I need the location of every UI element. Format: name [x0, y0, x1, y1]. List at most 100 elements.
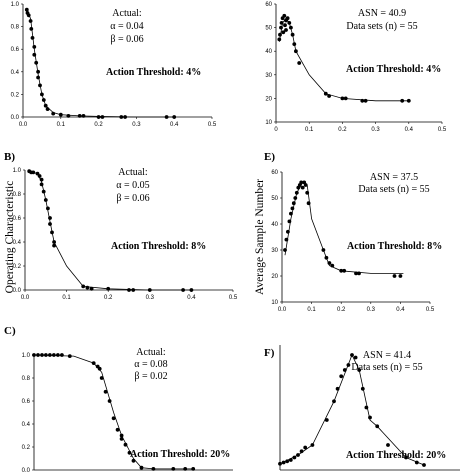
panel-d-x-tick-label: 0.2 [338, 127, 347, 133]
panel-d-annotation-2: Data sets (n) = 55 [346, 21, 417, 32]
panel-f: F) ASN = 41.4 Data sets (n) = 55 Action … [264, 345, 460, 471]
panel-d-y-tick-label: 60 [265, 2, 272, 8]
panel-a-annotation-2: α = 0.04 [110, 21, 143, 32]
y-axis-label-left: Operating Characteristic [4, 181, 16, 294]
panel-c-annotation-2: α = 0.08 [134, 359, 167, 370]
panel-a-annotation-1: Actual: [112, 8, 141, 19]
panel-e-x-tick-label: 0.2 [337, 307, 346, 313]
panel-d-y-tick-label: 30 [265, 73, 272, 79]
panel-c-data-point [67, 354, 72, 358]
panel-b-data-point [37, 174, 42, 178]
panel-c-y-tick-label: 0.4 [22, 422, 31, 428]
panel-f-data-point [335, 386, 340, 391]
panel-b-data-point [39, 177, 44, 182]
panel-d-threshold-label: Action Threshold: 4% [346, 64, 441, 75]
panel-d-x-tick-label: 0 [274, 127, 278, 133]
panel-e-data-point [324, 255, 329, 260]
panel-d-data-point [289, 25, 293, 30]
panel-d-y-tick-label: 40 [265, 49, 272, 55]
panel-a-data-point [51, 111, 56, 116]
panel-b-threshold-label: Action Threshold: 8% [111, 241, 206, 252]
panel-d-data-point [283, 23, 287, 28]
panel-e-data-point [289, 211, 293, 216]
panel-f-data-point [278, 461, 282, 466]
panel-a-y-tick-label: 1.0 [11, 2, 20, 8]
panel-c-data-point [99, 376, 104, 380]
panel-b-data-point [52, 240, 56, 244]
panel-f-data-point [422, 463, 426, 467]
panel-d-annotation-1: ASN = 40.9 [358, 8, 406, 19]
panel-c-annotation-1: Actual: [136, 347, 165, 358]
panel-b-plot: 0.0 0.2 0.4 0.6 0.8 1.0 0.0 0.1 0.2 0.3 0.4 0.5 [13, 168, 238, 301]
panel-e-fit-line [284, 181, 404, 274]
panel-c-data-point [119, 433, 124, 438]
panel-e-data-point [398, 274, 403, 278]
panel-a-y-tick-label: 0.2 [11, 92, 20, 98]
panel-a-plot: 0.0 0.2 0.4 0.6 0.8 1.0 0.0 0.1 0.2 0.3 0.4 0.5 [11, 2, 217, 128]
panel-e-annotation-2: Data sets (n) = 55 [358, 184, 429, 195]
panel-a-data-point [24, 7, 29, 12]
panel-a-data-point [36, 69, 40, 74]
panel-f-data-point [414, 460, 419, 465]
panel-f-data-point [288, 458, 293, 462]
panel-b-data-point [189, 288, 194, 292]
panel-c: C) 0.0 0.2 0.4 0.6 0.8 1.0 Actual: α = 0.08 β… [4, 325, 233, 474]
panel-a-x-tick-label: 0.0 [19, 122, 28, 128]
panel-d-data-point [284, 28, 288, 32]
panel-f-data-point [404, 455, 408, 460]
panel-f-data-point [346, 363, 351, 367]
panel-c-y-tick-label: 0.0 [22, 468, 31, 474]
panel-f-data-point [324, 418, 329, 422]
panel-f-data-point [368, 415, 372, 420]
panel-d-x-tick-label: 0.5 [438, 127, 447, 133]
panel-f-data-point [299, 449, 304, 454]
panel-e-data-point [303, 183, 308, 187]
panel-a-x-tick-label: 0.4 [170, 122, 179, 128]
panel-e-x-tick-label: 0.1 [307, 307, 316, 313]
panel-d-data-point [279, 25, 283, 30]
panel-e-data-point [330, 263, 335, 268]
panel-e-data-point [305, 190, 310, 195]
panel-a-data-point [30, 36, 35, 40]
panel-d-data-point [360, 98, 365, 103]
panel-b-y-tick-label: 1.0 [13, 168, 22, 174]
panel-a-data-point [26, 13, 31, 18]
panel-b-y-tick-label: 0.4 [13, 240, 22, 246]
panel-d-data-point [282, 13, 287, 18]
panel-c-data-point [103, 389, 108, 394]
panel-e-data-point [294, 190, 299, 195]
panel-c-threshold-label: Action Threshold: 20% [130, 449, 230, 460]
panel-d-data-point [400, 98, 405, 103]
panel-d-data-point [297, 61, 302, 65]
panel-c-data-point [123, 442, 128, 447]
panel-d-x-tick-label: 0.1 [305, 127, 314, 133]
panel-e-data-point [327, 261, 332, 265]
panel-f-data-point [281, 460, 286, 465]
panel-c-y-tick-label: 1.0 [22, 353, 31, 359]
panel-d-data-point [406, 98, 411, 103]
panel-f-data-point [353, 355, 358, 360]
panel-d-y-tick-label: 50 [265, 26, 272, 32]
panel-c-data-point [107, 399, 112, 403]
panel-e-y-tick-label: 10 [271, 300, 278, 306]
panel-e-plot: 10 20 30 40 50 60 0.0 0.1 0.2 0.3 0.4 0.5 [271, 170, 435, 313]
panel-a-data-point [58, 112, 63, 117]
y-axis-label-right: Average Sample Number [254, 179, 266, 295]
panel-b-annotation-2: α = 0.05 [116, 180, 149, 191]
panel-c-fit-line [33, 354, 194, 470]
panel-b-data-point [48, 222, 52, 226]
panel-b-data-point [48, 216, 52, 220]
panel-f-annotation-1: ASN = 41.4 [363, 350, 411, 361]
panel-c-data-point [97, 366, 102, 371]
panel-e-threshold-label: Action Threshold: 8% [347, 241, 442, 252]
panel-d-data-point [290, 32, 295, 37]
panel-a-data-point [100, 115, 105, 119]
panel-b-data-point [52, 243, 56, 248]
panel-e-y-tick-label: 40 [271, 222, 278, 228]
panel-a-y-tick-label: 0.6 [11, 47, 20, 53]
panel-a-threshold-label: Action Threshold: 4% [106, 67, 201, 78]
panel-d-x-tick-label: 0.3 [371, 127, 380, 133]
panel-f-annotation-2: Data sets (n) = 55 [351, 362, 422, 373]
panel-a-data-point [66, 114, 71, 118]
